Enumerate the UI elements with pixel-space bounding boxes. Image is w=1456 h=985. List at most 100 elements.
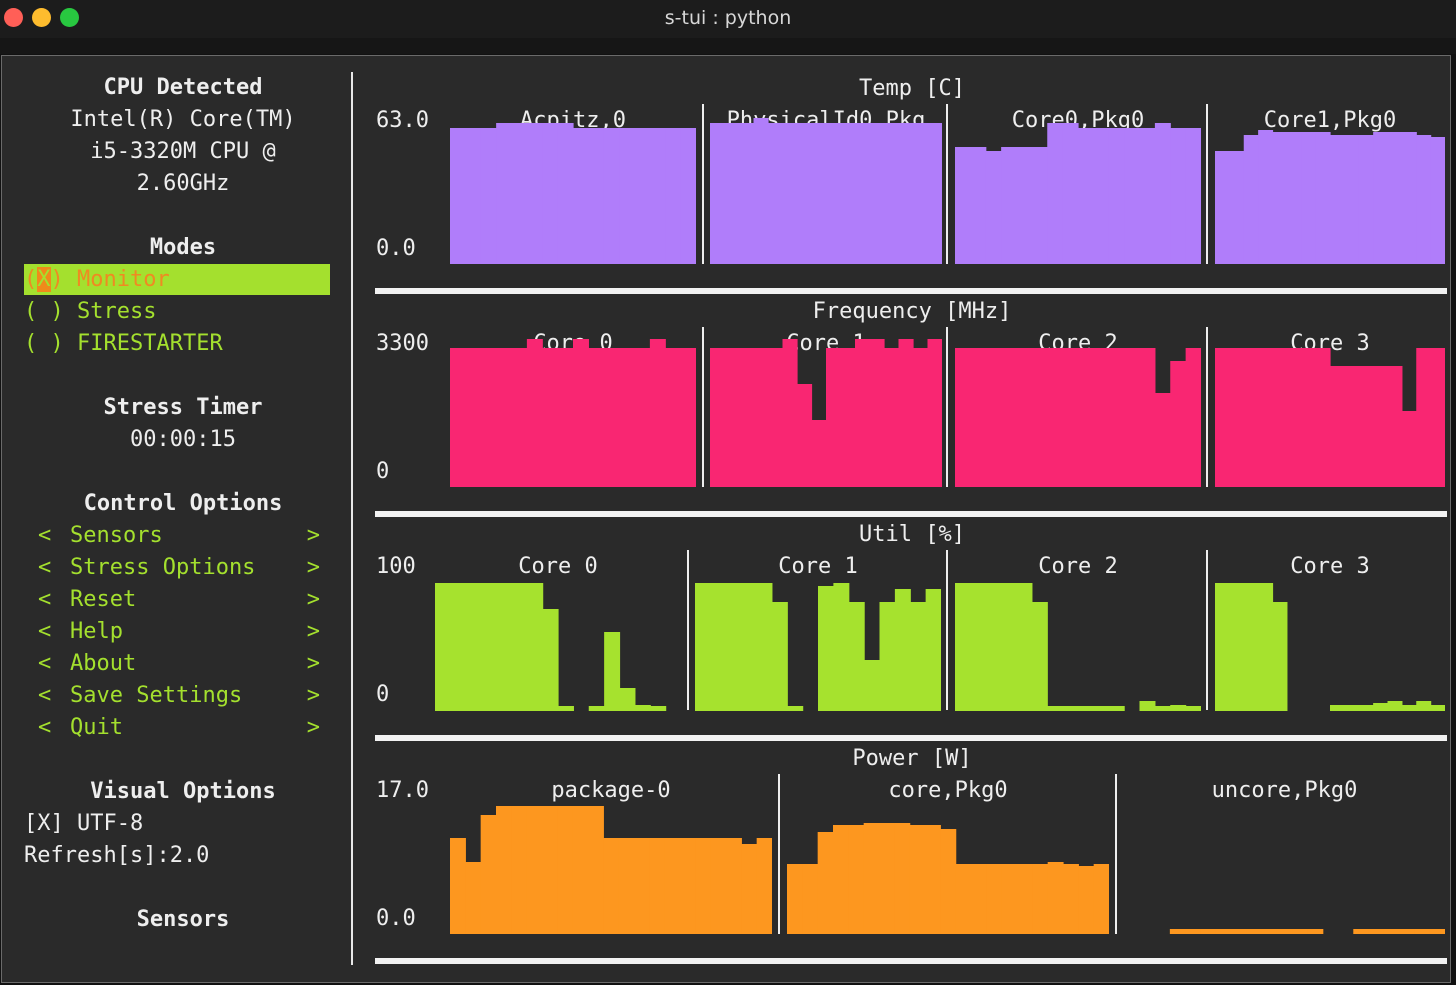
refresh-rate-control[interactable]: Refresh[s]:2.0 xyxy=(24,843,210,868)
chart-bar xyxy=(1276,929,1293,934)
graph-divider xyxy=(946,327,948,487)
chart-bar xyxy=(1416,135,1432,264)
chart-bar xyxy=(634,128,651,264)
chart-bar xyxy=(753,348,769,487)
visual-options-heading: Visual Options xyxy=(90,779,276,804)
mode-firestarter-radio[interactable]: ( ) FIRESTARTER xyxy=(24,328,330,359)
chart-bar xyxy=(1344,135,1360,264)
graph-divider xyxy=(1206,550,1208,710)
chart-bar xyxy=(1154,123,1171,264)
chart-bar xyxy=(603,838,620,934)
zoom-window-button[interactable] xyxy=(60,8,79,27)
chart-bar xyxy=(619,128,636,264)
chart-bar xyxy=(848,825,865,934)
chart-bar xyxy=(1286,348,1302,487)
chart-bar xyxy=(1383,929,1400,934)
sensor-label: Core 0 xyxy=(518,554,598,579)
chart-bar xyxy=(1430,137,1445,264)
chart-bar xyxy=(1139,701,1156,711)
chart-bar xyxy=(1272,348,1288,487)
chart-bar xyxy=(634,838,650,934)
stress-options-button[interactable]: < Stress Options > xyxy=(38,552,320,584)
chart-bar xyxy=(1358,705,1374,711)
chart-bar xyxy=(680,128,696,264)
chart-bar xyxy=(1258,348,1274,487)
utf8-checkbox[interactable]: [X] UTF-8 xyxy=(24,811,144,836)
chart-bar xyxy=(1358,366,1374,487)
chart-bar xyxy=(710,838,727,934)
power-uncore-chart xyxy=(1169,929,1445,934)
chart-bar xyxy=(1031,602,1048,711)
chart-bar xyxy=(940,829,957,934)
chart-bar xyxy=(811,123,827,264)
chart-bar xyxy=(634,705,651,711)
chart-bar xyxy=(1139,348,1156,487)
graph-separator xyxy=(375,288,1447,294)
chart-bar xyxy=(542,609,559,711)
cpu-detected-heading: CPU Detected xyxy=(103,75,263,100)
chart-bar xyxy=(985,583,1002,711)
chart-bar xyxy=(1401,411,1417,487)
chart-bar xyxy=(848,602,865,711)
chart-bar xyxy=(1416,348,1432,487)
chart-bar xyxy=(680,348,696,487)
save-settings-button[interactable]: < Save Settings > xyxy=(38,680,320,712)
frequency-ymax-label: 3300 xyxy=(376,331,429,356)
quit-button[interactable]: < Quit > xyxy=(38,712,320,744)
minimize-window-button[interactable] xyxy=(32,8,51,27)
util-core0-chart xyxy=(435,583,667,711)
chart-bar xyxy=(710,123,726,264)
util-ymax-label: 100 xyxy=(376,554,416,579)
mode-stress-radio[interactable]: ( ) Stress xyxy=(24,296,330,327)
chart-bar xyxy=(894,823,911,934)
chart-bar xyxy=(1258,583,1274,711)
chart-bar xyxy=(869,339,885,487)
sensor-label: Core 1 xyxy=(778,554,858,579)
mode-label: ) Monitor xyxy=(50,267,170,292)
chart-bar xyxy=(756,838,772,934)
sensors-option-button[interactable]: < Sensors > xyxy=(38,520,320,552)
chart-bar xyxy=(826,123,842,264)
chart-bar xyxy=(739,123,755,264)
chart-bar xyxy=(557,123,574,264)
chart-bar xyxy=(909,825,926,934)
chart-bar xyxy=(910,602,927,711)
close-window-button[interactable] xyxy=(4,8,23,27)
chart-bar xyxy=(1243,348,1259,487)
chart-bar xyxy=(588,128,605,264)
window-title: s-tui : python xyxy=(664,7,792,29)
help-button[interactable]: < Help > xyxy=(38,616,320,648)
chart-bar xyxy=(588,706,605,711)
radio-mark: X xyxy=(37,267,51,292)
chart-bar xyxy=(787,864,803,934)
chart-bar xyxy=(465,128,482,264)
chart-bar xyxy=(649,339,666,487)
power-ymin-label: 0.0 xyxy=(376,906,416,931)
chart-bar xyxy=(603,128,620,264)
chart-bar xyxy=(1387,701,1403,711)
power-graph-title: Power [W] xyxy=(852,746,972,771)
chart-bar xyxy=(1330,705,1345,711)
cpu-model-line: 2.60GHz xyxy=(136,171,230,196)
chart-bar xyxy=(927,123,942,264)
chart-bar xyxy=(557,348,574,487)
chart-bar xyxy=(913,123,929,264)
graph-divider xyxy=(1206,104,1208,264)
chart-bar xyxy=(782,123,798,264)
chart-bar xyxy=(833,825,849,934)
modes-heading: Modes xyxy=(149,235,217,260)
option-label: Sensors xyxy=(70,523,163,548)
chart-bar xyxy=(1430,705,1445,711)
chart-bar xyxy=(649,838,666,934)
chart-bar xyxy=(1243,135,1259,264)
reset-button[interactable]: < Reset > xyxy=(38,584,320,616)
option-arrow-left: < xyxy=(38,523,52,548)
chart-bar xyxy=(1108,348,1125,487)
chart-bar xyxy=(1154,393,1171,487)
chart-bar xyxy=(1272,602,1288,711)
chart-bar xyxy=(1170,705,1187,711)
option-arrow-left: < xyxy=(38,715,52,740)
graph-divider xyxy=(946,104,948,264)
mode-monitor-radio[interactable]: (X) Monitor xyxy=(24,264,330,295)
about-button[interactable]: < About > xyxy=(38,648,320,680)
